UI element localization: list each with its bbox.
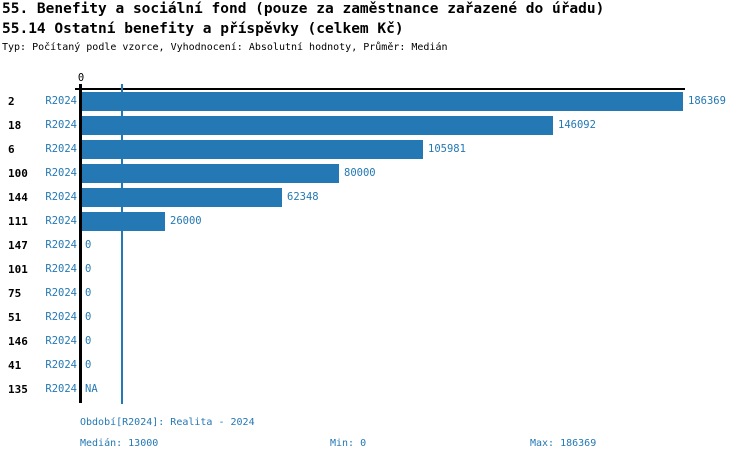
row-series-label: R2024 bbox=[45, 215, 77, 227]
row-category-label: 75 bbox=[8, 287, 22, 300]
row-category-label: 100 bbox=[8, 167, 28, 180]
bar-value-label: 0 bbox=[85, 263, 92, 275]
row-series-label: R2024 bbox=[45, 359, 77, 371]
row-category-label: 51 bbox=[8, 311, 22, 324]
row-series-label: R2024 bbox=[45, 263, 77, 275]
footer-min-label: Min: 0 bbox=[330, 438, 367, 449]
footer-period-label: Období[R2024]: Realita - 2024 bbox=[80, 417, 255, 428]
bar bbox=[81, 92, 683, 111]
bar bbox=[81, 212, 165, 231]
row-series-label: R2024 bbox=[45, 335, 77, 347]
row-category-label: 101 bbox=[8, 263, 28, 276]
bar-value-label: 0 bbox=[85, 239, 92, 251]
chart-meta-line: Typ: Počítaný podle vzorce, Vyhodnocení:… bbox=[2, 42, 448, 53]
row-series-label: R2024 bbox=[45, 143, 77, 155]
row-series-label: R2024 bbox=[45, 119, 77, 131]
bar-value-label: 0 bbox=[85, 287, 92, 299]
row-series-label: R2024 bbox=[45, 287, 77, 299]
row-category-label: 18 bbox=[8, 119, 22, 132]
y-axis-line bbox=[79, 84, 82, 403]
bar-value-label: 0 bbox=[85, 335, 92, 347]
bar-value-label: 62348 bbox=[287, 191, 319, 203]
bar-value-label: 0 bbox=[85, 311, 92, 323]
row-category-label: 6 bbox=[8, 143, 15, 156]
row-category-label: 41 bbox=[8, 359, 22, 372]
median-line bbox=[121, 84, 123, 404]
row-category-label: 135 bbox=[8, 383, 28, 396]
row-series-label: R2024 bbox=[45, 311, 77, 323]
row-series-label: R2024 bbox=[45, 239, 77, 251]
row-series-label: R2024 bbox=[45, 383, 77, 395]
footer-max-label: Max: 186369 bbox=[530, 438, 597, 449]
bar bbox=[81, 140, 423, 159]
footer-median-label: Medián: 13000 bbox=[80, 438, 159, 449]
row-series-label: R2024 bbox=[45, 167, 77, 179]
bar-value-label: NA bbox=[85, 383, 98, 395]
bar-value-label: 80000 bbox=[344, 167, 376, 179]
bar bbox=[81, 116, 553, 135]
row-category-label: 2 bbox=[8, 95, 15, 108]
bar bbox=[81, 164, 339, 183]
row-series-label: R2024 bbox=[45, 95, 77, 107]
chart-title: 55. Benefity a sociální fond (pouze za z… bbox=[2, 1, 605, 17]
row-series-label: R2024 bbox=[45, 191, 77, 203]
x-axis-zero-tick-label: 0 bbox=[77, 72, 85, 84]
chart-subtitle: 55.14 Ostatní benefity a příspěvky (celk… bbox=[2, 21, 404, 37]
row-category-label: 146 bbox=[8, 335, 28, 348]
row-category-label: 147 bbox=[8, 239, 28, 252]
row-category-label: 144 bbox=[8, 191, 28, 204]
bar-value-label: 146092 bbox=[558, 119, 596, 131]
bar-value-label: 26000 bbox=[170, 215, 202, 227]
x-axis-line bbox=[75, 88, 685, 90]
bar-value-label: 105981 bbox=[428, 143, 466, 155]
bar-value-label: 0 bbox=[85, 359, 92, 371]
bar bbox=[81, 188, 282, 207]
row-category-label: 111 bbox=[8, 215, 28, 228]
bar-value-label: 186369 bbox=[688, 95, 726, 107]
